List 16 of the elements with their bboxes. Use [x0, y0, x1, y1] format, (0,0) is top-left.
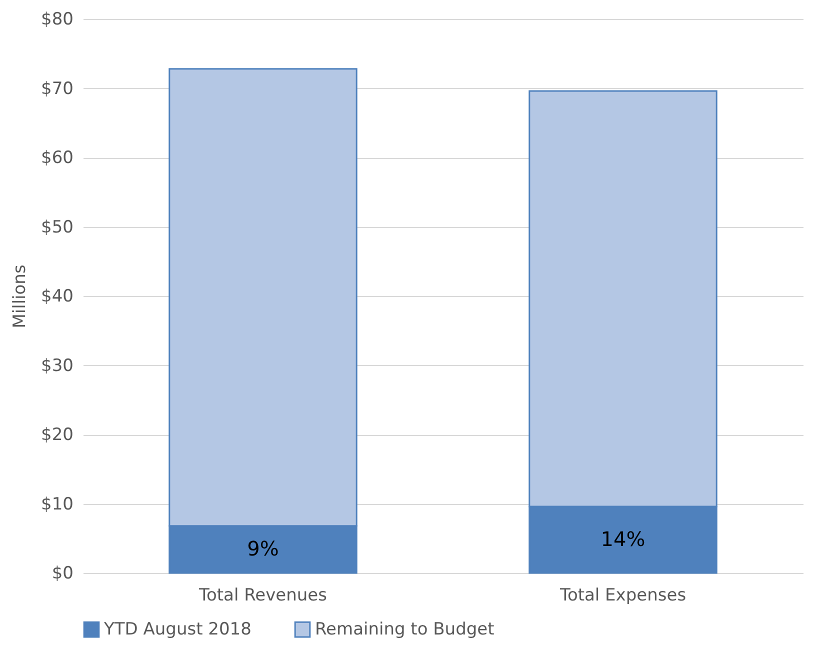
legend-label: Remaining to Budget: [315, 620, 495, 640]
y-tick-label: $20: [41, 425, 74, 445]
annotation: 9%: [247, 536, 279, 560]
annotation: 14%: [600, 526, 646, 551]
y-tick-label: $0: [52, 564, 74, 584]
y-tick-label: $40: [41, 286, 74, 306]
y-tick-label: $30: [41, 356, 74, 376]
y-tick-label: $50: [41, 217, 74, 238]
y-tick-label: $70: [41, 78, 74, 99]
y-tick-label: $60: [41, 148, 74, 168]
y-tick-label: $10: [41, 494, 74, 514]
y-axis-title: Millions: [10, 264, 30, 328]
y-tick-label: $80: [41, 10, 74, 30]
x-tick-label: Total Expenses: [558, 586, 686, 606]
x-tick-label: Total Revenues: [198, 586, 328, 606]
legend-label: YTD August 2018: [103, 620, 252, 640]
